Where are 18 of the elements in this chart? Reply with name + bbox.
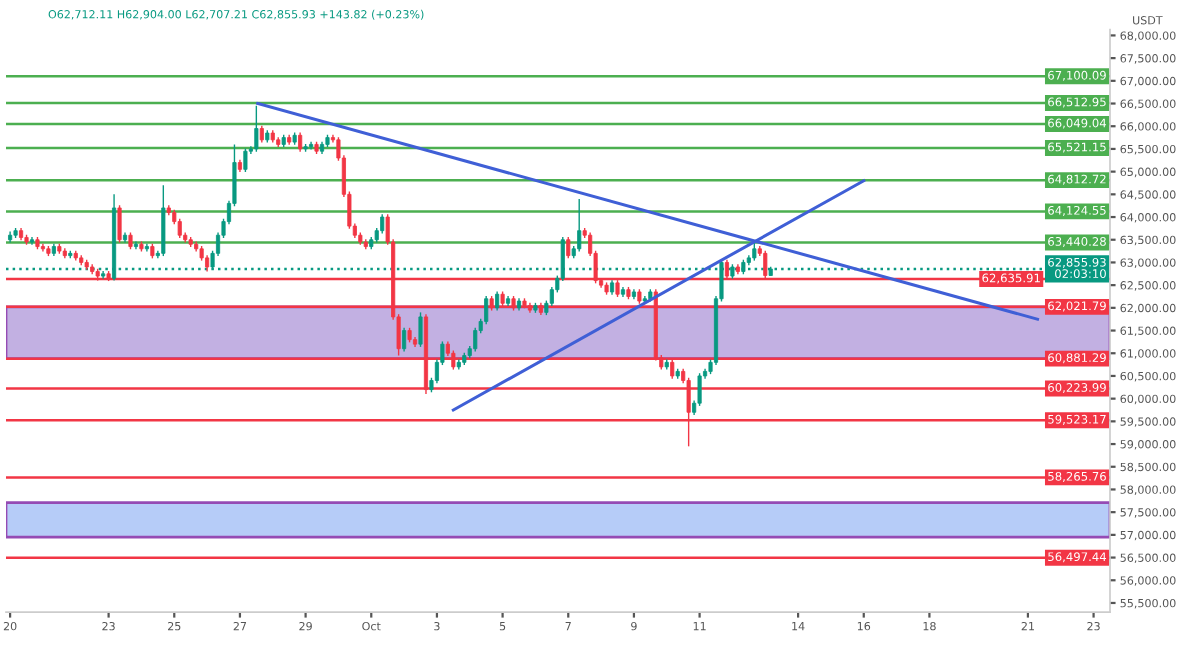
candlestick	[418, 311, 423, 348]
candlestick	[254, 105, 259, 153]
candlestick	[117, 204, 122, 244]
candlestick	[697, 372, 702, 407]
candlestick	[473, 327, 478, 353]
candlestick	[495, 290, 500, 312]
candlestick	[566, 236, 571, 260]
candlestick	[177, 218, 182, 239]
candlestick	[752, 240, 757, 262]
candlestick	[484, 295, 489, 325]
candlestick	[161, 184, 166, 257]
candlestick	[380, 213, 385, 235]
candlestick	[40, 243, 45, 253]
candlestick	[577, 198, 582, 253]
candlestick	[243, 147, 248, 173]
candlestick	[144, 243, 149, 253]
candlestick	[402, 327, 407, 353]
candlestick	[298, 131, 303, 153]
